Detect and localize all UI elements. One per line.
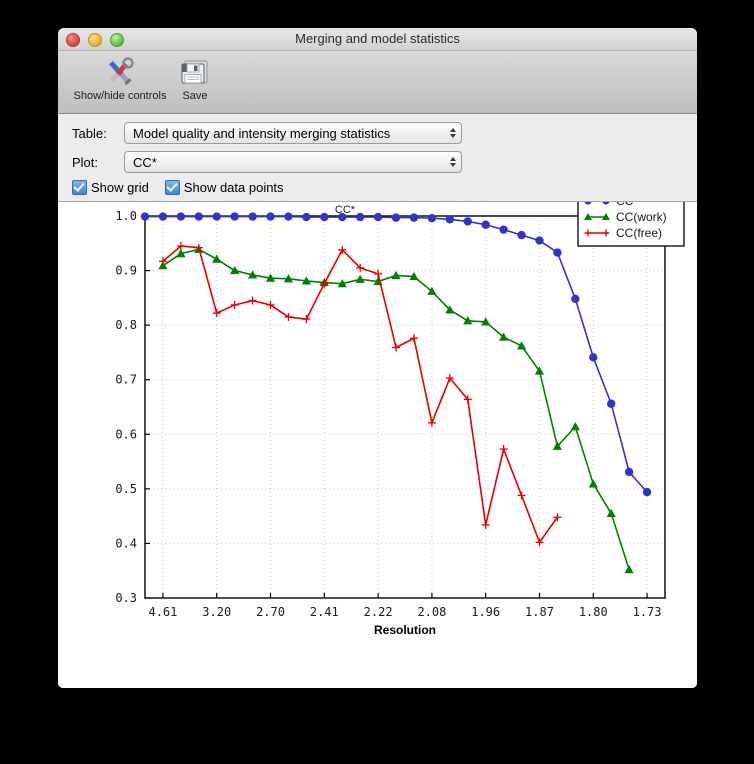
svg-text:4.61: 4.61 [148,605,177,619]
save-label: Save [182,90,208,102]
svg-text:3.20: 3.20 [202,605,231,619]
checkbox-row: Show grid Show data points [72,180,697,195]
chevron-updown-icon [450,128,456,138]
window-controls [66,33,124,47]
svg-text:0.6: 0.6 [115,427,137,441]
checkmark-icon [72,180,87,195]
svg-text:2.08: 2.08 [417,605,446,619]
svg-text:CC*: CC* [335,204,356,216]
show-grid-checkbox[interactable]: Show grid [72,180,149,195]
plot-area: 1.0 0.9 0.8 0.7 0.6 0.5 0.4 0.3 4.61 3.20 2.70 2.41… [58,202,697,688]
save-disk-icon [179,55,211,89]
table-label: Table: [72,125,107,141]
svg-text:2.41: 2.41 [310,605,339,619]
show-data-points-label: Show data points [183,180,284,195]
close-button[interactable] [66,33,80,47]
svg-text:1.96: 1.96 [471,605,500,619]
svg-text:0.9: 0.9 [115,264,137,278]
plot-select[interactable]: CC* [124,151,462,173]
svg-text:1.80: 1.80 [579,605,608,619]
svg-text:0.8: 0.8 [115,318,137,332]
svg-text:1.87: 1.87 [525,605,554,619]
svg-text:1.73: 1.73 [633,605,662,619]
zoom-button[interactable] [110,33,124,47]
legend-label: CC* [616,202,638,208]
table-select[interactable]: Model quality and intensity merging stat… [124,122,462,144]
minimize-button[interactable] [88,33,102,47]
chart-legend: CC* CC(work) CC(free) [577,202,685,247]
window-titlebar[interactable]: Merging and model statistics [58,28,697,51]
legend-label: CC(free) [616,226,662,240]
save-button[interactable]: Save [168,55,222,102]
svg-text:Resolution: Resolution [374,623,436,637]
svg-text:0.5: 0.5 [115,482,137,496]
svg-text:1.0: 1.0 [115,209,137,223]
plot-label: Plot: [72,154,99,170]
chart-canvas: 1.0 0.9 0.8 0.7 0.6 0.5 0.4 0.3 4.61 3.20 2.70 2.41… [115,202,685,637]
svg-text:0.7: 0.7 [115,373,137,387]
show-grid-label: Show grid [91,180,149,195]
svg-text:0.4: 0.4 [115,536,137,550]
show-hide-controls-button[interactable]: Show/hide controls [72,55,168,102]
table-row: Table: Model quality and intensity mergi… [72,122,697,144]
table-select-value: Model quality and intensity merging stat… [133,125,391,141]
toolbar: Show/hide controls Save [58,51,697,114]
window-title: Merging and model statistics [295,31,460,46]
tools-icon [101,55,139,89]
svg-text:0.3: 0.3 [115,591,137,605]
svg-text:2.22: 2.22 [364,605,393,619]
show-hide-controls-label: Show/hide controls [73,90,167,102]
svg-text:2.70: 2.70 [256,605,285,619]
legend-label: CC(work) [616,210,667,224]
plot-select-value: CC* [133,154,157,170]
checkmark-icon [164,180,180,195]
chevron-updown-icon [450,157,456,167]
show-data-points-checkbox[interactable]: Show data points [164,180,284,195]
plot-row: Plot: CC* [72,151,697,173]
application-window: Merging and model statistics [58,28,697,688]
controls-panel: Table: Model quality and intensity mergi… [58,114,697,202]
